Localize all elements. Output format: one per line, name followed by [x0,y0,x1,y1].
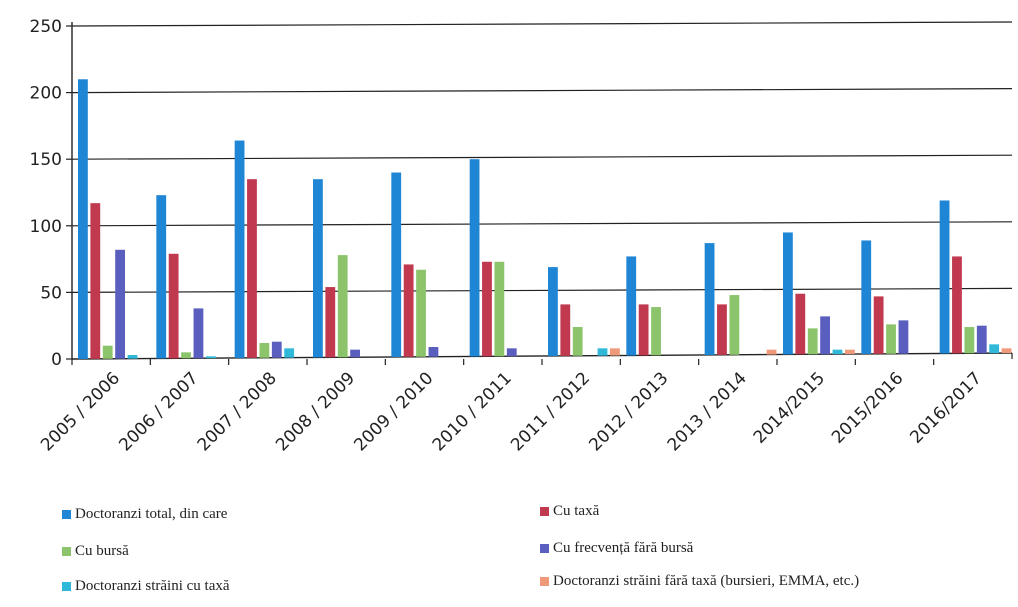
bar [234,140,245,358]
bar [572,327,583,356]
bar [898,320,909,354]
bar [403,264,414,357]
gridline [71,154,1013,160]
bar [78,79,88,359]
bar [610,348,620,356]
bar [102,345,113,359]
bar [350,349,360,358]
bar [976,325,987,354]
bar [391,172,402,357]
bar [506,348,517,357]
x-tick-label: 2007 / 2008 [194,368,281,455]
x-tick-label: 2006 / 2007 [115,368,202,455]
gridline [71,221,1013,227]
x-tick-label: 2010 / 2011 [429,368,516,455]
bar [795,293,806,355]
bar [952,256,962,354]
x-tick-label: 2012 / 2013 [585,368,672,455]
bar [638,304,649,356]
x-tick-label: 2016/2017 [906,368,985,447]
bar [416,269,426,357]
bar [1001,348,1012,354]
x-tick-label: 2005 / 2006 [37,368,124,455]
gridline [71,21,1013,27]
bar [807,328,818,355]
bar [964,327,975,354]
bar [989,344,1000,354]
bar [886,324,896,354]
x-tick-label: 2009 / 2010 [350,368,437,455]
bar [247,179,257,358]
bar [325,287,336,358]
y-tick-label: 200 [30,84,62,104]
bar [651,307,661,356]
x-tick-label: 2008 / 2009 [272,368,359,455]
bar [284,348,295,358]
x-axis [71,352,1013,360]
bar [729,295,740,355]
bar [939,200,950,354]
bar [717,304,727,355]
bar [259,343,270,358]
x-tick-label: 2015/2016 [828,368,907,447]
bar [181,352,191,359]
gridline [71,88,1013,94]
bar [127,355,138,359]
y-tick-label: 0 [51,350,62,370]
bar [428,347,439,357]
y-tick-label: 50 [40,283,62,303]
bar [548,267,558,356]
bar [783,232,793,355]
bar [626,256,637,356]
x-tick-label: 2014/2015 [750,368,829,447]
gridline [71,287,1013,293]
bar [560,304,571,356]
bar [494,261,505,357]
bar [469,159,480,357]
bar [832,349,843,355]
bar [193,308,204,359]
bar [861,240,872,354]
bar [766,349,777,355]
bar [873,296,884,354]
bar [597,348,608,356]
bar [271,341,282,358]
x-tick-label: 2011 / 2012 [507,368,594,455]
bar [704,243,715,355]
bar [156,195,167,359]
x-tick-label: 2013 / 2014 [664,368,751,455]
bar [845,349,855,355]
y-tick-label: 150 [30,150,62,170]
bar [205,356,216,359]
bar [482,261,492,357]
bar [337,255,348,358]
bar [820,316,830,355]
y-tick-label: 100 [30,217,62,237]
y-tick-label: 250 [30,17,62,37]
bar [168,253,179,359]
bar [115,249,125,359]
bar [313,179,323,358]
bar [90,203,101,359]
